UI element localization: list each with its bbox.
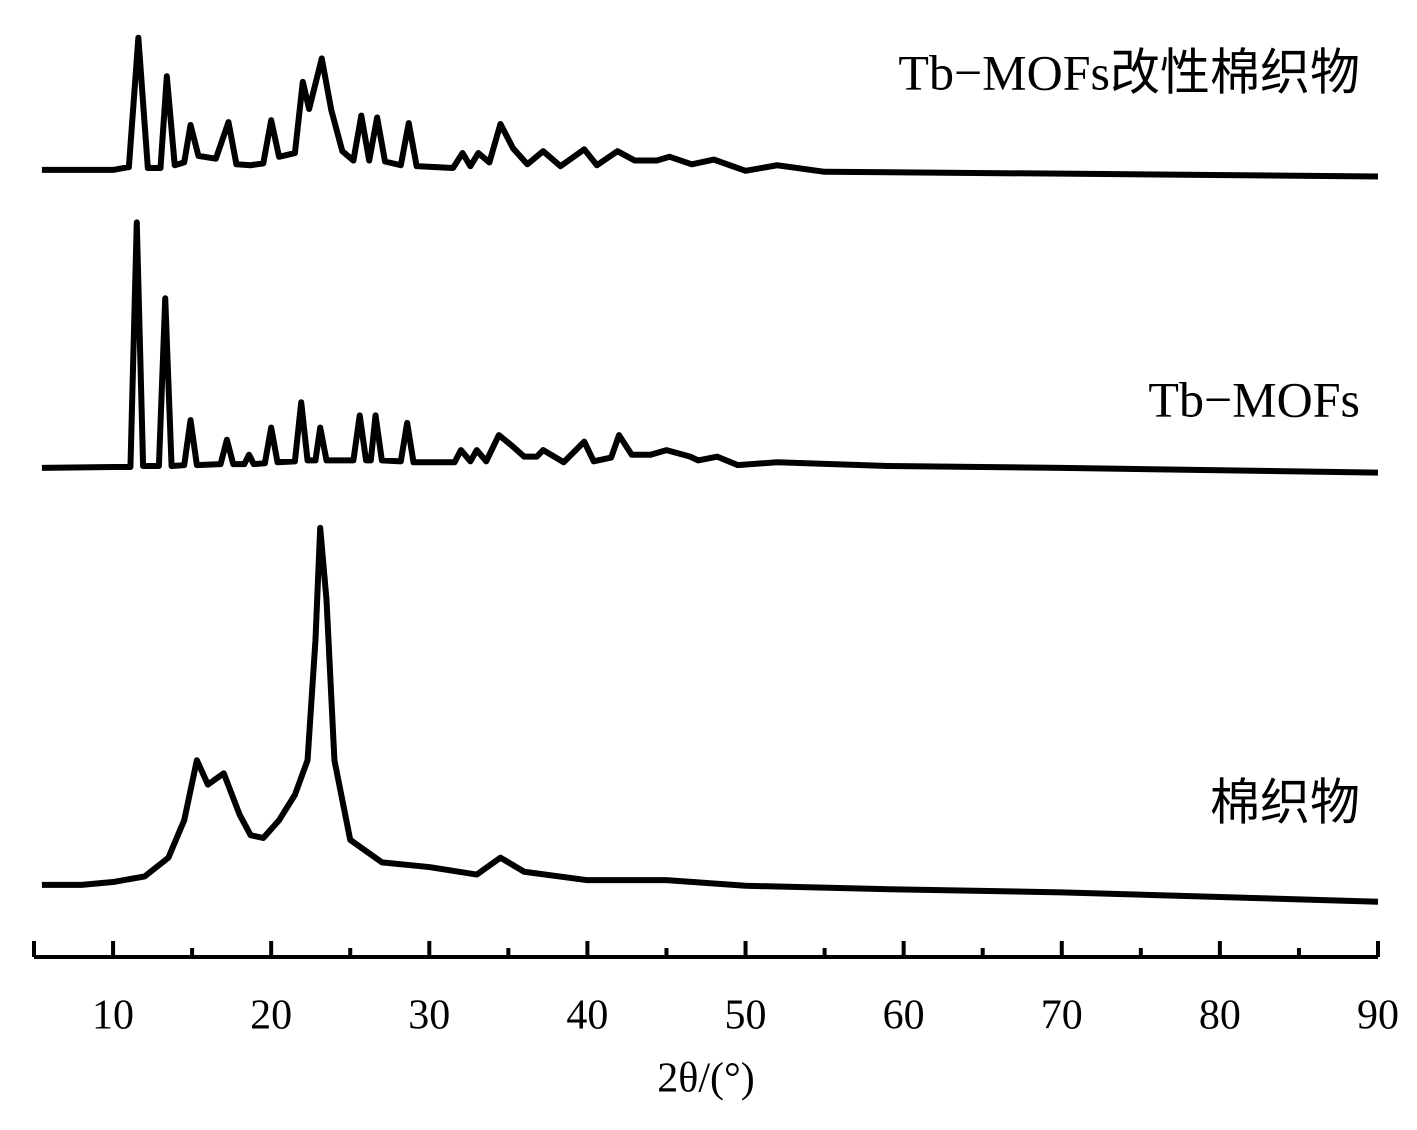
x-tick-label: 30 — [408, 993, 450, 1039]
xrd-trace — [41, 524, 1379, 905]
x-tick-label: 70 — [1041, 993, 1083, 1039]
x-tick-label: 40 — [566, 993, 608, 1039]
series-label: Tb−MOFs — [1148, 371, 1360, 427]
x-axis-label: 2θ/(°) — [657, 1056, 755, 1102]
x-tick-label: 50 — [725, 993, 767, 1039]
x-tick-label: 10 — [92, 993, 134, 1039]
series-label: Tb−MOFs改性棉织物 — [898, 44, 1360, 100]
x-tick-label: 60 — [883, 993, 925, 1039]
xrd-trace — [41, 34, 1379, 180]
x-tick-label: 80 — [1199, 993, 1241, 1039]
x-tick-label: 90 — [1357, 993, 1399, 1039]
xrd-trace — [41, 219, 1379, 476]
x-tick-label: 20 — [250, 993, 292, 1039]
series-label: 棉织物 — [1210, 774, 1360, 830]
